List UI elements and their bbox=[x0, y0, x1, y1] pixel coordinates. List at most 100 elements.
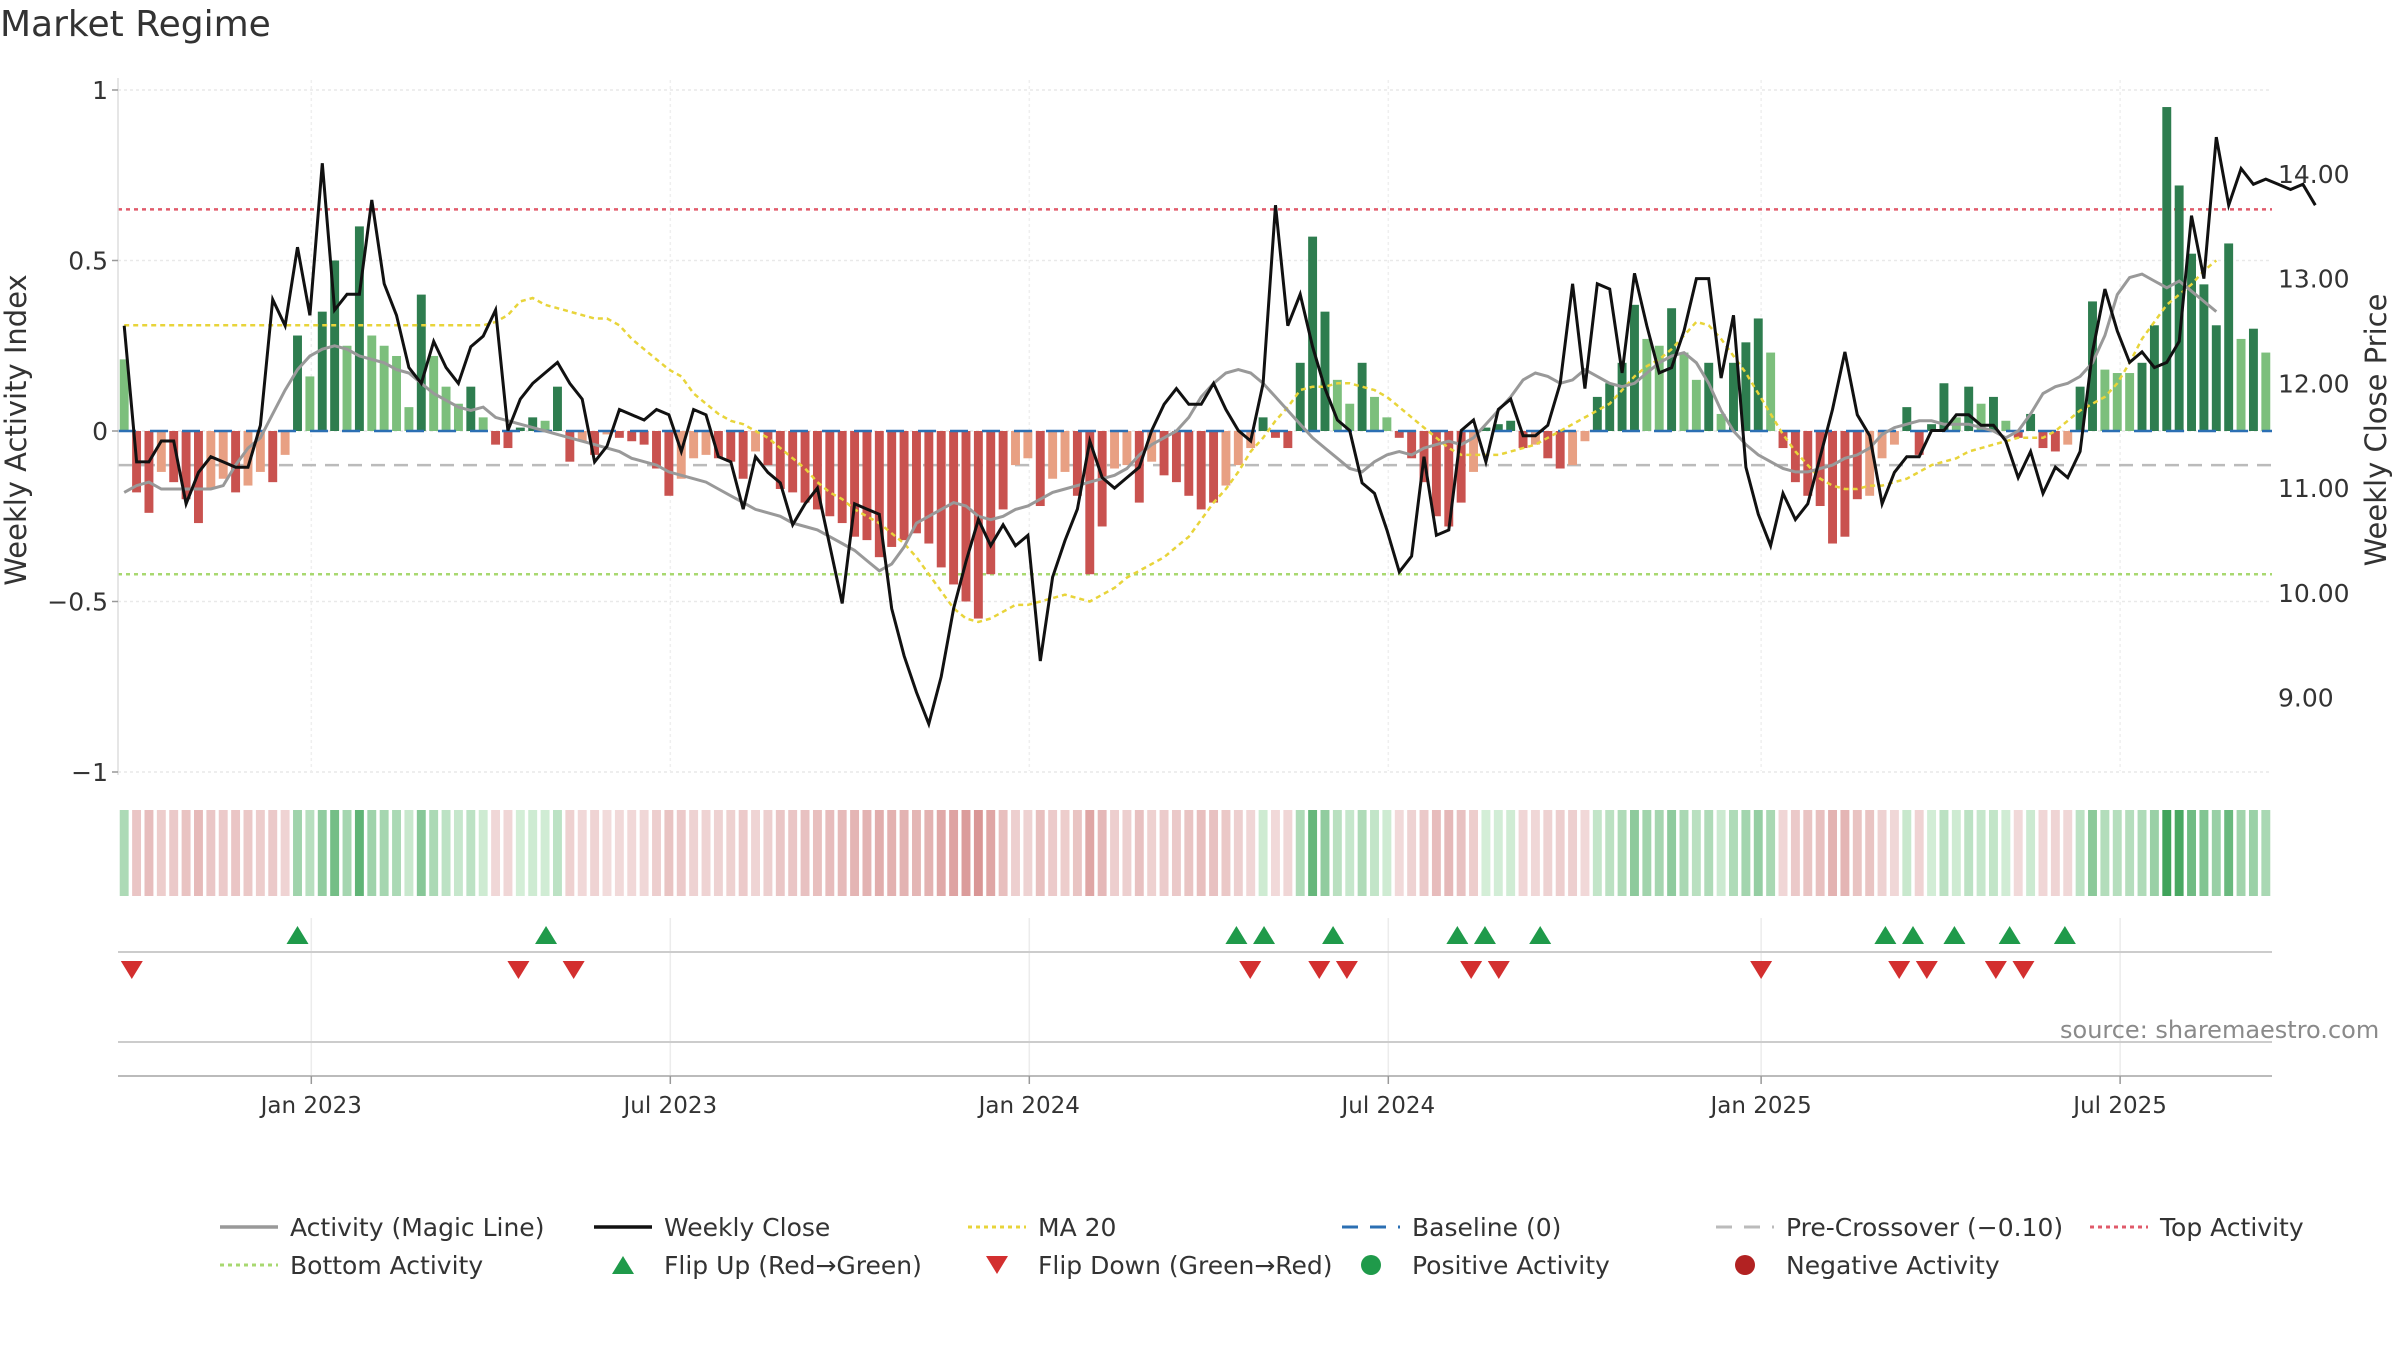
heat-cell bbox=[577, 810, 587, 896]
flip-down-marker bbox=[1888, 961, 1911, 979]
heat-cell bbox=[1914, 810, 1924, 896]
heat-cell bbox=[1110, 810, 1119, 896]
activity-bar bbox=[1716, 413, 1726, 431]
legend-item-weekly-close: Weekly Close bbox=[592, 1208, 830, 1246]
heat-cell bbox=[2063, 810, 2073, 896]
activity-bar bbox=[1035, 431, 1045, 507]
heat-cell bbox=[1642, 810, 1652, 896]
activity-bar bbox=[1865, 431, 1875, 496]
heat-cell bbox=[367, 810, 377, 896]
flip-up-marker bbox=[1473, 926, 1496, 944]
heat-cell bbox=[1382, 810, 1392, 896]
heat-cell bbox=[144, 810, 154, 896]
heat-cell bbox=[169, 810, 179, 896]
heat-cell bbox=[1741, 810, 1751, 896]
activity-bar bbox=[1852, 431, 1862, 500]
heat-cell bbox=[1431, 810, 1441, 896]
activity-bar bbox=[565, 431, 575, 462]
heat-cell bbox=[1283, 810, 1293, 896]
heat-cell bbox=[441, 810, 451, 896]
heat-cell bbox=[1951, 810, 1961, 896]
activity-bar bbox=[1407, 431, 1417, 459]
heat-cell bbox=[1407, 810, 1417, 896]
heat-cell bbox=[429, 810, 439, 896]
heat-cell bbox=[466, 810, 476, 896]
heat-cell bbox=[1518, 810, 1528, 896]
heat-cell bbox=[2088, 810, 2097, 896]
activity-bar bbox=[1159, 431, 1169, 476]
heat-cell bbox=[1716, 810, 1726, 896]
activity-bar bbox=[1592, 396, 1602, 431]
heat-cell bbox=[2149, 810, 2159, 896]
activity-bar bbox=[862, 431, 872, 541]
legend-label: Weekly Close bbox=[664, 1212, 831, 1242]
activity-bar bbox=[2013, 431, 2023, 438]
heat-cell bbox=[1840, 810, 1850, 896]
legend-symbol bbox=[1361, 1255, 1381, 1275]
heat-cell bbox=[528, 810, 538, 896]
heat-cell bbox=[565, 810, 575, 896]
heat-cell bbox=[218, 810, 228, 896]
activity-bar bbox=[491, 431, 501, 445]
heat-cell bbox=[590, 810, 600, 896]
activity-bar bbox=[1456, 431, 1466, 503]
activity-bar bbox=[949, 431, 959, 585]
heat-cell bbox=[2026, 810, 2036, 896]
heat-cell bbox=[1332, 810, 1342, 896]
heat-cell bbox=[1221, 810, 1231, 896]
activity-bar bbox=[268, 431, 278, 483]
heat-cell bbox=[689, 810, 699, 896]
legend-symbol bbox=[968, 1225, 1026, 1229]
heat-cell bbox=[1691, 810, 1701, 896]
heat-cell bbox=[255, 810, 265, 896]
legend-item-flip-down: Flip Down (Green→Red) bbox=[966, 1246, 1333, 1284]
activity-bar bbox=[1902, 407, 1912, 431]
legend-item-magic-line: Activity (Magic Line) bbox=[218, 1208, 544, 1246]
chart-legend: Activity (Magic Line) Weekly Close MA 20… bbox=[218, 1208, 2378, 1284]
heat-cell bbox=[1481, 810, 1491, 896]
heat-cell bbox=[812, 810, 822, 896]
heat-cell bbox=[1493, 810, 1503, 896]
activity-bar bbox=[1233, 431, 1243, 466]
activity-bar bbox=[2112, 373, 2122, 431]
activity-bar bbox=[2026, 413, 2036, 431]
heat-cell bbox=[1444, 810, 1454, 896]
activity-bar bbox=[1914, 431, 1924, 455]
flip-up-marker bbox=[1998, 926, 2021, 944]
heat-cell bbox=[1530, 810, 1540, 896]
heat-cell bbox=[961, 810, 971, 896]
heat-cell bbox=[738, 810, 748, 896]
activity-bar bbox=[961, 431, 971, 602]
flip-down-marker bbox=[562, 961, 585, 979]
legend-symbol bbox=[986, 1256, 1008, 1274]
activity-bar bbox=[713, 431, 723, 459]
heat-cell bbox=[2211, 810, 2221, 896]
heat-cell bbox=[1852, 810, 1862, 896]
heat-cell bbox=[874, 810, 884, 896]
flip-down-marker bbox=[1460, 961, 1483, 979]
activity-bar bbox=[2162, 107, 2172, 432]
regime-heat-strip bbox=[119, 810, 2271, 896]
heat-cell bbox=[206, 810, 216, 896]
activity-bar bbox=[2211, 325, 2221, 431]
heat-cell bbox=[2013, 810, 2023, 896]
heat-cell bbox=[392, 810, 401, 896]
legend-label: Pre-Crossover (−0.10) bbox=[1786, 1212, 2064, 1242]
legend-item-ma20: MA 20 bbox=[966, 1208, 1116, 1246]
heat-cell bbox=[837, 810, 847, 896]
activity-bar bbox=[1766, 352, 1776, 431]
heat-cell bbox=[1469, 810, 1478, 896]
activity-bar bbox=[1332, 379, 1342, 431]
heat-cell bbox=[1753, 810, 1763, 896]
activity-bar bbox=[1679, 352, 1689, 431]
activity-bar bbox=[515, 427, 525, 431]
heat-cell bbox=[1085, 810, 1095, 896]
activity-bar bbox=[1072, 431, 1082, 496]
heat-cell bbox=[1902, 810, 1912, 896]
activity-bar bbox=[1729, 362, 1738, 431]
activity-bar bbox=[416, 294, 426, 431]
heat-cell bbox=[713, 810, 723, 896]
heat-cell bbox=[1778, 810, 1788, 896]
activity-bar bbox=[998, 431, 1008, 510]
heat-cell bbox=[132, 810, 142, 896]
